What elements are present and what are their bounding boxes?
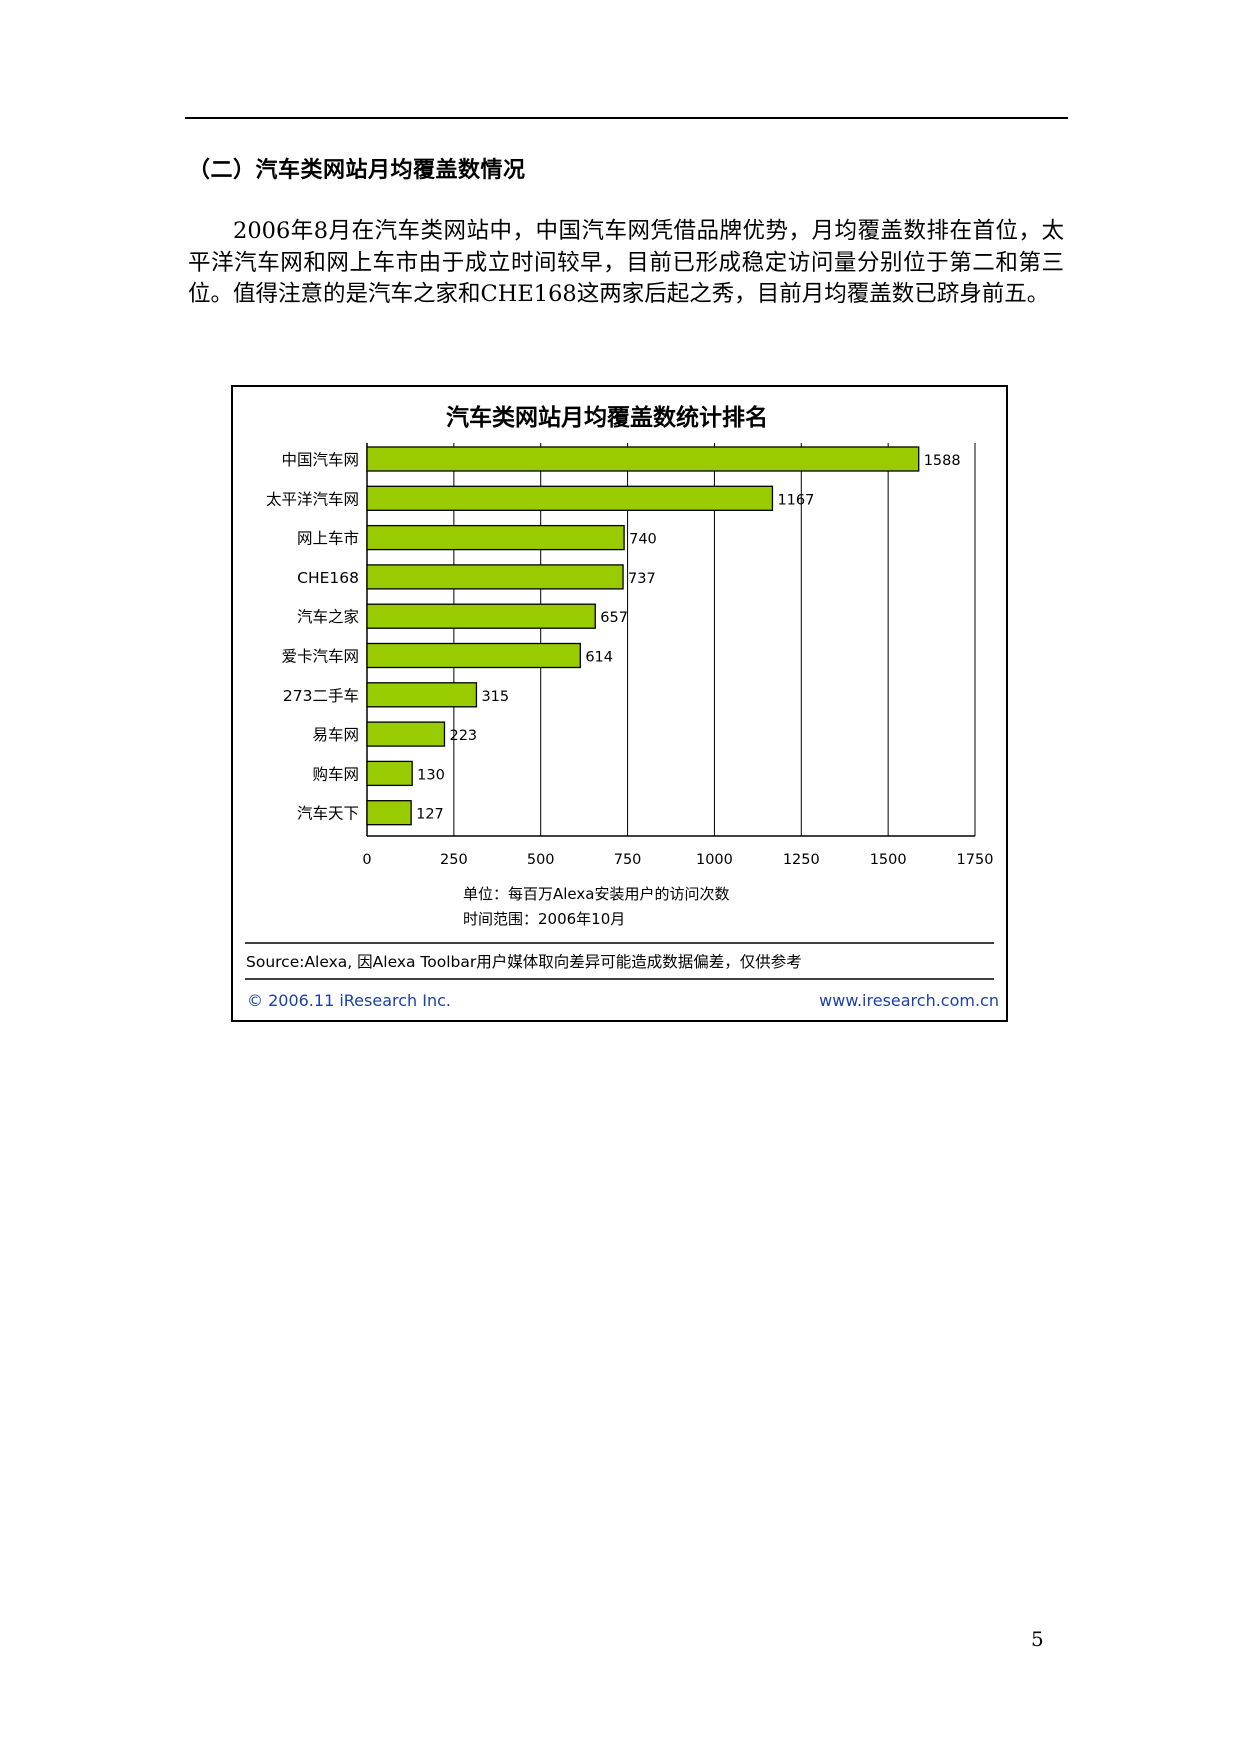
bar	[366, 446, 920, 472]
value-label: 1167	[777, 492, 814, 508]
bar-chart-figure: 汽车类网站月均覆盖数统计排名 中国汽车网太平洋汽车网网上车市 CHE168 汽车之家…	[231, 385, 1008, 1022]
bar	[366, 721, 446, 747]
category-label: 273二手车	[283, 687, 359, 705]
x-tick-labels: 0 250 500 750 1000 1250 1500 1750	[362, 852, 993, 868]
unit-note: 单位：每百万Alexa安装用户的访问次数	[463, 885, 729, 903]
chart-title: 汽车类网站月均覆盖数统计排名	[446, 404, 768, 431]
value-label: 1588	[924, 453, 961, 469]
x-tick-label: 1750	[957, 852, 994, 868]
x-tick-label: 500	[527, 852, 555, 868]
section-heading: （二）汽车类网站月均覆盖数情况	[188, 158, 526, 183]
category-label: CHE168	[297, 569, 359, 587]
value-labels: 1588 1167 740 737 657 614 315 223 130 127	[416, 453, 960, 823]
bar	[366, 642, 581, 669]
copyright-text: © 2006.11 iResearch Inc.	[247, 991, 451, 1010]
category-label: 汽车天下	[297, 805, 359, 823]
value-label: 130	[417, 767, 445, 783]
category-label: 爱卡汽车网	[281, 648, 359, 666]
x-tick-label: 1250	[783, 852, 820, 868]
x-tick-label: 1000	[696, 852, 733, 868]
x-tick-label: 250	[440, 852, 468, 868]
category-label: 中国汽车网	[281, 451, 359, 469]
time-note: 时间范围：2006年10月	[463, 910, 625, 928]
category-label: 购车网	[312, 765, 359, 783]
category-label: 太平洋汽车网	[266, 490, 359, 508]
page-number: 5	[1031, 1627, 1044, 1651]
bar	[366, 800, 412, 826]
value-label: 127	[416, 807, 444, 823]
value-label: 315	[481, 689, 509, 705]
x-tick-label: 0	[362, 852, 371, 868]
value-label: 223	[449, 728, 477, 744]
category-label: 汽车之家	[297, 608, 359, 626]
value-label: 614	[585, 650, 613, 666]
source-note: Source:Alexa, 因Alexa Toolbar用户媒体取向差异可能造成…	[246, 953, 802, 971]
bar	[366, 524, 625, 551]
bar	[366, 564, 624, 590]
bar	[366, 603, 596, 629]
x-tick-label: 1500	[870, 852, 907, 868]
header-rule	[185, 117, 1068, 119]
body-paragraph: 2006年8月在汽车类网站中，中国汽车网凭借品牌优势，月均覆盖数排在首位，太平洋…	[188, 218, 1064, 307]
chart-bars	[366, 446, 920, 826]
bar	[366, 485, 774, 511]
bar	[366, 760, 413, 787]
category-label: 网上车市	[297, 530, 359, 548]
bar	[366, 682, 478, 708]
category-label: 易车网	[312, 726, 359, 744]
x-tick-label: 750	[614, 852, 642, 868]
value-label: 737	[628, 571, 656, 587]
website-link[interactable]: www.iresearch.com.cn	[819, 991, 999, 1010]
value-label: 657	[600, 610, 628, 626]
value-label: 740	[629, 532, 657, 548]
